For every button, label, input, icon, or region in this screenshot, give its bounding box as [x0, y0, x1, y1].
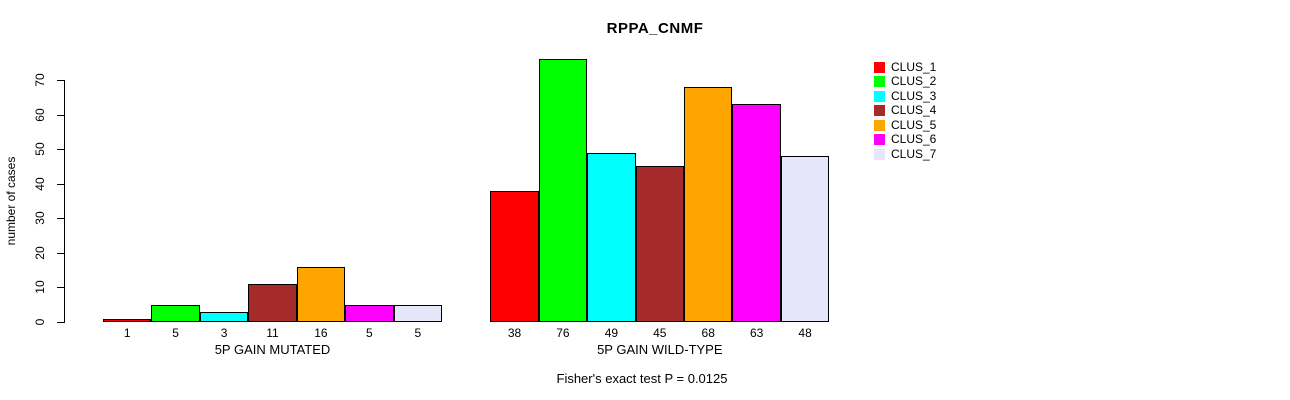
bar-CLUS_7: [393, 304, 442, 322]
bar-CLUS_4: [635, 166, 684, 322]
bar-value-label: 11: [266, 326, 279, 340]
legend-item: CLUS_1: [874, 61, 936, 74]
legend-swatch-CLUS_4: [874, 105, 885, 117]
legend-swatch-CLUS_7: [874, 148, 885, 160]
bar-CLUS_5: [296, 266, 346, 322]
legend-swatch-CLUS_3: [874, 90, 885, 102]
bar-CLUS_1: [103, 318, 152, 322]
bar-CLUS_3: [199, 311, 249, 322]
bar-CLUS_3: [587, 152, 636, 322]
legend-label: CLUS_4: [891, 103, 937, 118]
bar-CLUS_6: [345, 304, 394, 322]
y-tick: [57, 252, 64, 254]
bar-value-label: 16: [314, 326, 328, 340]
legend-item: CLUS_5: [874, 117, 937, 132]
y-tick-label: 30: [33, 211, 47, 225]
bar-CLUS_5: [684, 86, 733, 322]
bar-value-label: 68: [701, 326, 715, 340]
legend-label: CLUS_1: [891, 60, 937, 74]
bar-value-label: 76: [556, 326, 570, 340]
y-tick: [57, 218, 64, 220]
y-tick: [57, 287, 64, 289]
y-tick: [57, 183, 64, 185]
legend-item: CLUS_2: [874, 75, 936, 88]
y-axis-line: [64, 80, 65, 323]
legend-label: CLUS_2: [891, 74, 937, 89]
y-tick: [57, 149, 64, 151]
legend-label: CLUS_6: [891, 132, 937, 147]
y-tick-label: 40: [33, 177, 47, 191]
y-tick-label: 10: [33, 280, 47, 295]
bar-value-label: 5: [172, 326, 179, 340]
legend-item: CLUS_7: [874, 146, 937, 161]
legend-swatch-CLUS_6: [874, 134, 885, 146]
bar-CLUS_6: [732, 104, 781, 322]
chart-title: RPPA_CNMF: [606, 20, 704, 37]
legend-item: CLUS_4: [874, 104, 936, 117]
y-tick: [57, 80, 64, 81]
y-axis-title: number of cases: [4, 156, 18, 246]
bar-value-label: 1: [123, 326, 131, 340]
bar-CLUS_2: [151, 304, 200, 322]
legend-item: CLUS_6: [874, 133, 936, 146]
legend-item: CLUS_3: [874, 88, 937, 103]
bar-value-label: 38: [507, 326, 522, 340]
y-tick: [57, 322, 64, 323]
bar-value-label: 48: [798, 326, 812, 340]
legend-label: CLUS_7: [891, 146, 937, 161]
bar-value-label: 49: [604, 326, 619, 340]
legend-swatch-CLUS_5: [874, 119, 885, 131]
bar-CLUS_7: [780, 156, 830, 322]
bar-CLUS_4: [248, 283, 297, 322]
bar-value-label: 63: [749, 326, 764, 340]
bar-CLUS_2: [538, 59, 588, 322]
x-axis-group-label: 5P GAIN WILD-TYPE: [597, 342, 723, 357]
bar-CLUS_1: [490, 190, 539, 322]
bar-value-label: 3: [220, 326, 228, 340]
bar-value-label: 5: [414, 326, 422, 340]
y-tick-label: 60: [33, 107, 47, 122]
legend-label: CLUS_5: [891, 117, 937, 132]
y-tick-label: 50: [33, 142, 47, 156]
x-axis-group-label: 5P GAIN MUTATED: [214, 342, 331, 357]
bar-value-label: 45: [653, 326, 667, 340]
y-tick-label: 20: [33, 246, 47, 260]
y-tick: [57, 114, 64, 116]
legend-swatch-CLUS_1: [874, 62, 885, 73]
legend-swatch-CLUS_2: [874, 76, 885, 88]
legend-label: CLUS_3: [891, 88, 937, 103]
footer-stat-text: Fisher's exact test P = 0.0125: [556, 371, 728, 386]
bar-value-label: 5: [366, 326, 373, 340]
y-tick-label: 0: [33, 318, 47, 326]
y-tick-label: 70: [33, 73, 47, 87]
